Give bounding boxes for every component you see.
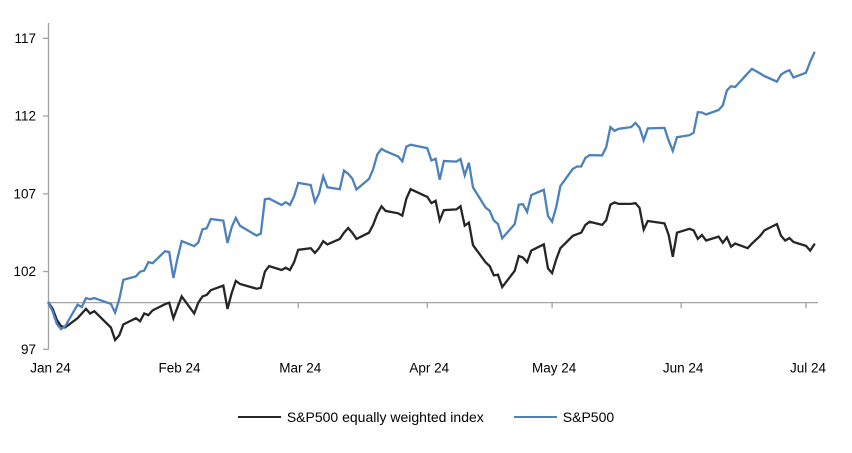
legend-item-equal-weight-index: S&P500 equally weighted index xyxy=(237,409,484,425)
x-tick-label: May 24 xyxy=(532,361,577,376)
y-tick-label: 117 xyxy=(14,31,36,46)
x-tick-label: Mar 24 xyxy=(279,361,322,376)
x-tick-label: Jan 24 xyxy=(30,361,71,376)
series-line-equal-weight xyxy=(47,187,816,343)
series-line-sp500 xyxy=(47,51,816,331)
y-tick-label: 102 xyxy=(13,264,36,279)
legend-label-equal-weight: S&P500 equally weighted index xyxy=(286,409,484,425)
legend-label-sp500: S&P500 xyxy=(562,409,615,425)
x-tick-label: Apr 24 xyxy=(409,361,449,376)
chart-svg: 97 102 107 112 117 Jan 24 Feb 24 Mar 24 Apr 24 Ma… xyxy=(13,23,827,376)
y-tick-label: 107 xyxy=(13,186,36,201)
x-tick-label: Feb 24 xyxy=(159,361,202,376)
y-tick-label: 112 xyxy=(14,109,36,124)
x-tick-label: Jul 24 xyxy=(790,361,827,376)
chart-legend: S&P500 equally weighted index S&P500 xyxy=(0,409,852,425)
x-tick-label: Jun 24 xyxy=(663,361,704,376)
legend-item-sp500: S&P500 xyxy=(513,409,615,425)
legend-line-swatch-sp500 xyxy=(513,415,557,419)
legend-line-swatch-equal-weight xyxy=(237,415,281,419)
y-tick-label: 97 xyxy=(21,342,36,357)
